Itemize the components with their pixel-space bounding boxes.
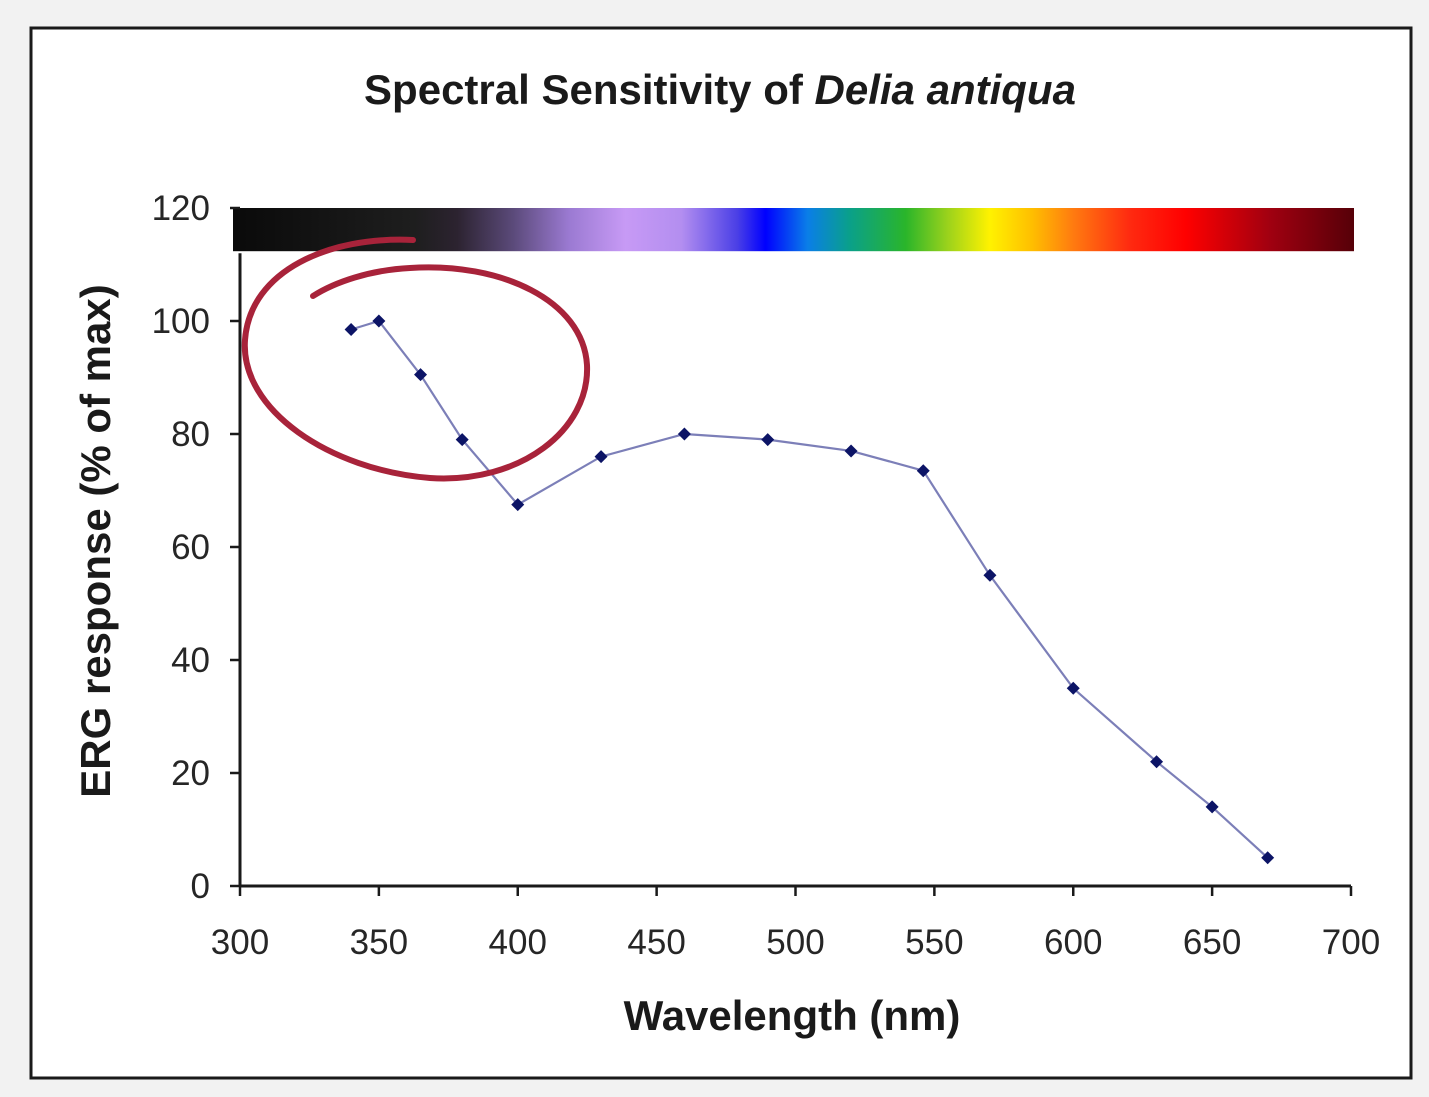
data-point-marker: [983, 568, 997, 582]
annotation-ellipse-stroke: [241, 236, 591, 482]
data-point-marker: [1261, 851, 1275, 865]
data-point-marker: [414, 368, 428, 382]
chart-title-species: Delia antiqua: [815, 66, 1076, 113]
x-tick-label: 650: [1183, 923, 1241, 962]
data-point-marker: [1150, 755, 1164, 769]
y-tick-label: 100: [152, 302, 210, 341]
data-point-marker: [844, 444, 858, 458]
data-point-marker: [511, 498, 525, 512]
data-point-marker: [1205, 800, 1219, 814]
y-tick-label: 20: [171, 754, 210, 793]
x-tick-label: 700: [1322, 923, 1380, 962]
y-tick-label: 40: [171, 641, 210, 680]
x-tick-label: 350: [350, 923, 408, 962]
y-tick-label: 80: [171, 415, 210, 454]
data-point-marker: [1066, 681, 1080, 695]
x-tick-label: 450: [627, 923, 685, 962]
x-tick-label: 500: [766, 923, 824, 962]
annotation-circle: [241, 236, 591, 482]
data-point-marker: [455, 433, 469, 447]
x-axis-label: Wavelength (nm): [624, 992, 961, 1039]
y-axis-ticks: 0 20 40 60 80 100 120: [152, 189, 240, 906]
data-point-marker: [594, 450, 608, 464]
x-tick-label: 550: [905, 923, 963, 962]
chart-title: Spectral Sensitivity of Delia antiqua: [364, 66, 1076, 113]
y-tick-label: 0: [191, 867, 210, 906]
data-point-marker: [372, 314, 386, 328]
chart-title-prefix: Spectral Sensitivity of: [364, 66, 814, 113]
data-point-marker: [761, 433, 775, 447]
y-axis-label: ERG response (% of max): [72, 284, 119, 797]
x-tick-label: 600: [1044, 923, 1102, 962]
y-tick-label: 60: [171, 528, 210, 567]
data-point-marker: [677, 427, 691, 441]
spectrum-color-band: [233, 208, 1354, 252]
data-point-marker: [344, 322, 358, 336]
y-tick-label: 120: [152, 189, 210, 228]
x-tick-label: 400: [489, 923, 547, 962]
x-axis-ticks: 300 350 400 450 500 550 600 650 700: [211, 886, 1380, 962]
chart-frame: [29, 26, 1413, 1080]
x-tick-label: 300: [211, 923, 269, 962]
data-point-marker: [916, 464, 930, 478]
series-layer: [344, 314, 1275, 865]
